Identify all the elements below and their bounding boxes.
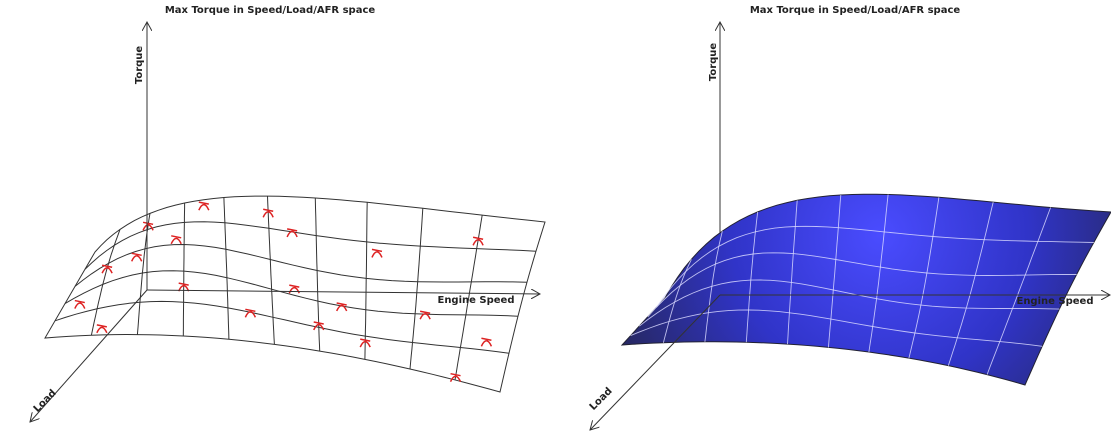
grid-curve bbox=[638, 279, 1060, 327]
sample-marker bbox=[244, 308, 257, 318]
panel-title: Max Torque in Speed/Load/AFR space bbox=[750, 5, 961, 16]
grid-curve bbox=[84, 221, 537, 270]
sample-marker bbox=[286, 228, 298, 238]
sample-marker bbox=[480, 337, 493, 347]
sample-marker bbox=[130, 252, 143, 262]
sample-marker bbox=[101, 264, 113, 274]
sample-marker bbox=[170, 235, 182, 245]
grid-curve bbox=[630, 309, 1043, 347]
panel-title: Max Torque in Speed/Load/AFR space bbox=[165, 5, 376, 16]
grid-curve bbox=[223, 197, 230, 340]
sample-marker bbox=[142, 221, 154, 231]
torque-label: Torque bbox=[134, 46, 145, 85]
sample-marker bbox=[198, 201, 210, 211]
grid-curve bbox=[656, 225, 1094, 308]
grid-curve bbox=[64, 270, 519, 317]
speed-axis bbox=[146, 290, 540, 294]
sample-marker bbox=[472, 236, 484, 246]
grid-curve bbox=[74, 243, 528, 287]
grid-curve bbox=[947, 201, 994, 366]
sample-marker bbox=[371, 248, 383, 258]
sample-marker bbox=[419, 310, 431, 320]
grid-curve bbox=[787, 200, 798, 345]
grid-curve bbox=[182, 203, 186, 337]
speed-label: Engine Speed bbox=[437, 295, 514, 306]
torque-label: Torque bbox=[708, 43, 719, 82]
left-panel: Max Torque in Speed/Load/AFR space Torqu… bbox=[30, 5, 546, 422]
grid-curve bbox=[986, 207, 1052, 375]
wireframe-surface bbox=[44, 195, 546, 393]
grid-curve bbox=[868, 194, 889, 353]
sample-marker bbox=[96, 324, 108, 334]
grid-curve bbox=[647, 252, 1077, 318]
sample-marker bbox=[178, 282, 190, 292]
load-axis bbox=[30, 289, 148, 422]
grid-curve bbox=[54, 300, 510, 354]
grid-curve bbox=[662, 259, 692, 343]
shaded-surface bbox=[620, 193, 1111, 386]
grid-curve bbox=[314, 197, 321, 352]
sample-marker bbox=[262, 208, 274, 218]
grid-curve bbox=[745, 211, 759, 343]
grid-curve bbox=[704, 231, 723, 342]
sample-marker bbox=[449, 372, 462, 383]
surface-fill bbox=[620, 193, 1111, 386]
sample-marker bbox=[74, 299, 86, 309]
load-label: Load bbox=[32, 388, 59, 415]
grid-curve bbox=[409, 208, 424, 370]
grid-curve bbox=[827, 194, 842, 348]
grid-curve bbox=[908, 197, 940, 359]
grid-curve bbox=[136, 213, 151, 335]
grid-curve bbox=[454, 215, 483, 380]
sample-marker bbox=[313, 321, 325, 331]
sample-marker bbox=[359, 338, 371, 348]
grid-curve bbox=[90, 229, 121, 336]
right-panel: Max Torque in Speed/Load/AFR space Torqu… bbox=[588, 5, 1111, 430]
grid-curve bbox=[267, 196, 275, 345]
load-axis bbox=[590, 294, 721, 430]
sample-marker bbox=[335, 302, 348, 312]
speed-label: Engine Speed bbox=[1016, 296, 1093, 307]
